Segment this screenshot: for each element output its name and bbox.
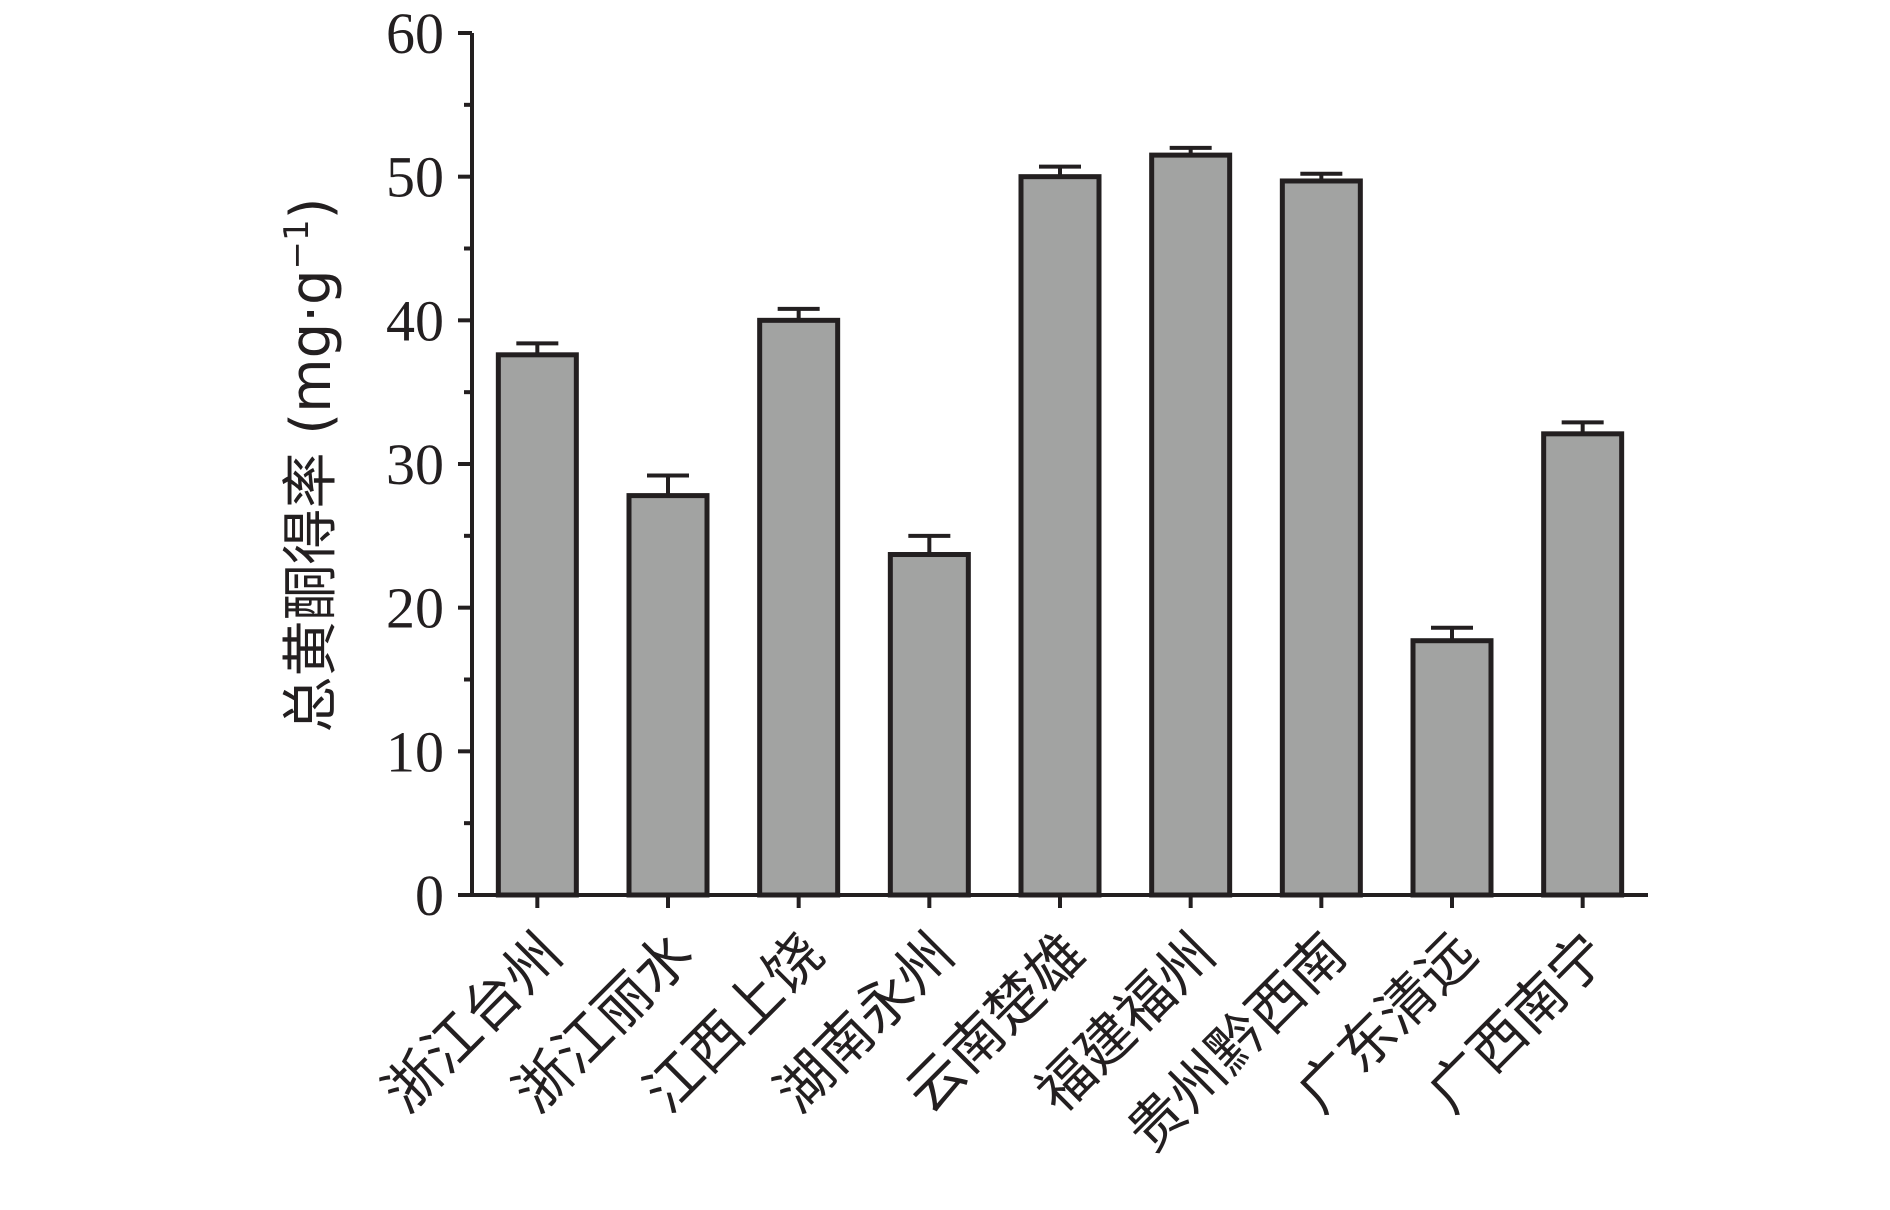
bar: [757, 317, 841, 898]
y-tick-label: 40: [386, 288, 444, 353]
y-tick-label: 20: [386, 576, 444, 641]
y-tick-label: 30: [386, 432, 444, 497]
bar: [1149, 152, 1233, 898]
y-tick-label: 50: [386, 145, 444, 210]
bar: [626, 493, 710, 898]
bar: [887, 552, 971, 898]
bar: [1410, 638, 1494, 898]
bar: [1018, 174, 1102, 898]
bar: [1541, 431, 1625, 898]
bar: [1279, 178, 1363, 898]
bar: [495, 352, 579, 898]
y-tick-label: 10: [386, 719, 444, 784]
y-axis-title: 总黄酮得率 (mg·g−1): [277, 197, 344, 732]
y-tick-label: 60: [386, 1, 444, 66]
y-tick-label: 0: [415, 863, 444, 928]
